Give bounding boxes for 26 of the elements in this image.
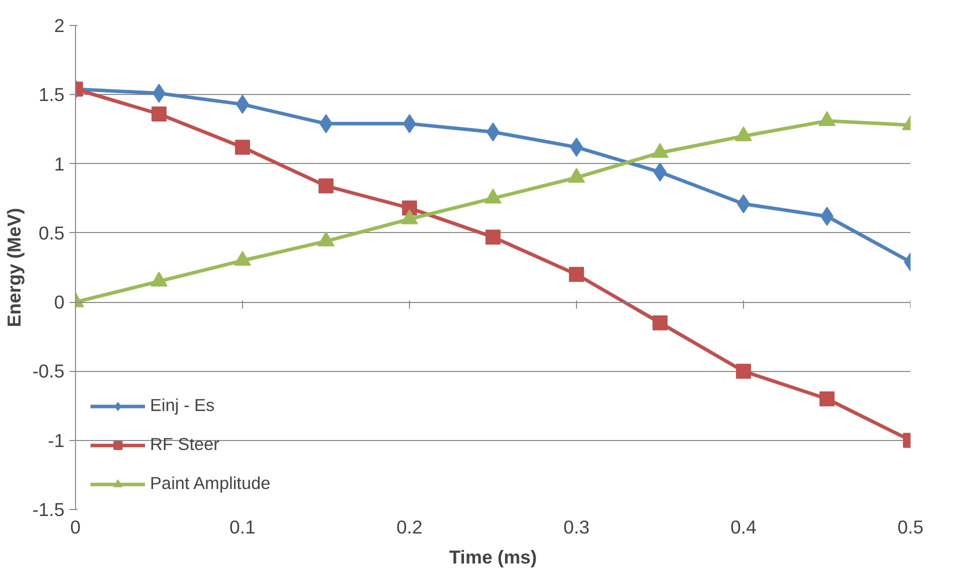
x-tick-label: 0.3 <box>564 516 590 538</box>
point <box>736 364 751 379</box>
legend-label: Paint Amplitude <box>150 473 270 494</box>
y-tick-label: 0 <box>54 292 65 313</box>
x-axis-title: Time (ms) <box>449 546 537 568</box>
point <box>652 315 668 330</box>
x-tick-label: 0.5 <box>898 516 924 538</box>
point <box>820 391 834 406</box>
y-tick-label: -1.5 <box>32 499 65 520</box>
point <box>569 266 584 282</box>
x-tick-label: 0.4 <box>730 516 756 538</box>
x-tick-label: 0 <box>70 516 81 538</box>
y-tick-label: 1 <box>54 153 65 174</box>
point <box>486 230 500 245</box>
point <box>152 106 166 122</box>
x-tick-label: 0.2 <box>396 516 422 538</box>
point <box>318 178 334 194</box>
y-tick-label: 0.5 <box>38 222 65 244</box>
y-axis-title: Energy (MeV) <box>3 208 24 328</box>
y-tick-label: 2 <box>54 15 65 36</box>
legend-label: Einj - Es <box>150 395 215 416</box>
x-tick-label: 0.1 <box>230 516 256 538</box>
y-tick-label: 1.5 <box>38 84 65 106</box>
point <box>235 140 250 155</box>
y-tick-label: -1 <box>48 430 65 451</box>
y-tick-label: -0.5 <box>32 360 65 382</box>
